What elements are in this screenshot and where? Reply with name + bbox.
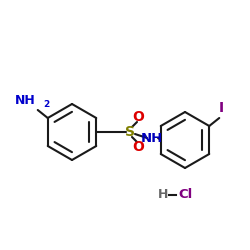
Text: S: S — [125, 125, 135, 139]
Text: I: I — [219, 101, 224, 115]
Text: NH: NH — [15, 94, 36, 107]
Text: NH: NH — [141, 132, 163, 144]
Text: O: O — [132, 110, 144, 124]
Text: H: H — [158, 188, 168, 202]
Text: O: O — [132, 140, 144, 154]
Text: Cl: Cl — [178, 188, 192, 202]
Text: 2: 2 — [43, 100, 49, 109]
